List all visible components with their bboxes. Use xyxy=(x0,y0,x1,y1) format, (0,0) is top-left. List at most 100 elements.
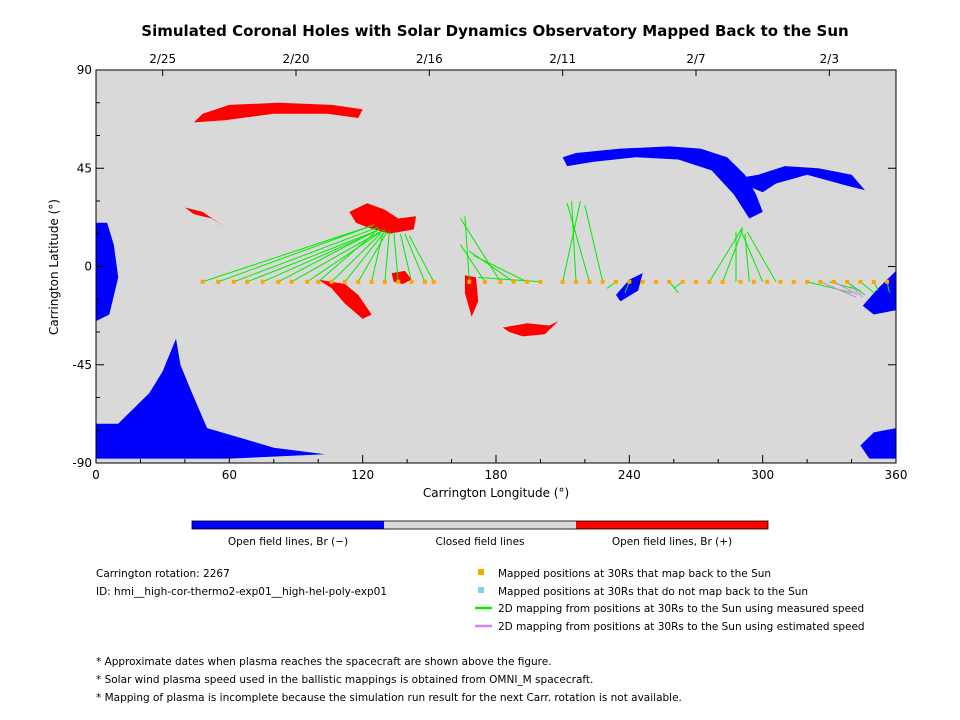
x-tick-label-0: 0 xyxy=(92,468,100,482)
legend-symbol-mapped xyxy=(478,569,484,575)
x-axis-ticks: 0 60 120 180 240 300 360 xyxy=(92,455,907,482)
mapped-point-31 xyxy=(654,279,658,284)
mapping-line-measured-0 xyxy=(202,224,374,283)
mapping-line-measured-24 xyxy=(562,200,581,282)
mapping-line-measured-33 xyxy=(722,229,744,282)
mapped-point-38 xyxy=(751,279,756,284)
y-tick-label-4: -90 xyxy=(72,456,92,470)
coronal-hole-negative-6 xyxy=(616,273,643,302)
mapped-point-39 xyxy=(765,279,770,284)
mapped-point-32 xyxy=(667,279,672,284)
colorbar-frame xyxy=(191,520,769,530)
mapped-point-11 xyxy=(356,279,361,284)
mapped-point-27 xyxy=(600,279,605,284)
mapping-line-measured-12 xyxy=(371,233,384,282)
mapped-point-1 xyxy=(216,279,221,284)
coronal-hole-positive-10 xyxy=(184,207,225,228)
coronal-hole-positive-11 xyxy=(502,321,559,337)
mapped-point-12 xyxy=(369,279,374,284)
top-tick-label-3: 2/11 xyxy=(549,52,576,66)
mapping-line-measured-16 xyxy=(404,233,426,282)
mapped-point-23 xyxy=(538,279,543,284)
y-tick-label-2: 0 xyxy=(84,260,92,274)
mapped-point-36 xyxy=(720,279,725,284)
colorbar-closed xyxy=(384,521,576,529)
mapped-point-17 xyxy=(431,279,436,284)
mapping-line-estimated-1 xyxy=(833,281,859,296)
mapping-line-measured-7 xyxy=(306,228,386,283)
mapped-point-15 xyxy=(409,279,414,284)
mapping-line-estimated-2 xyxy=(846,281,864,298)
mapped-point-46 xyxy=(858,279,863,284)
coronal-hole-negative-5 xyxy=(860,428,896,459)
mapping-lines-estimated xyxy=(820,281,864,298)
colorbar-label-negative: Open field lines, Br (−) xyxy=(228,536,348,548)
mapping-line-measured-2 xyxy=(233,226,379,283)
mapped-point-44 xyxy=(831,279,836,284)
coronal-hole-positive-12 xyxy=(464,275,479,317)
mapped-point-47 xyxy=(871,279,876,284)
mapped-point-10 xyxy=(342,279,347,284)
colorbar: Open field lines, Br (−) Closed field li… xyxy=(191,520,769,548)
colorbar-label-closed: Closed field lines xyxy=(435,536,524,548)
mapping-line-measured-23 xyxy=(478,276,541,283)
note-3: * Mapping of plasma is incomplete becaus… xyxy=(96,692,682,704)
mapped-point-21 xyxy=(511,279,516,284)
mapping-line-measured-38 xyxy=(806,281,852,294)
mapped-point-5 xyxy=(276,279,281,284)
mapped-point-45 xyxy=(845,279,850,284)
top-tick-label-0: 2/25 xyxy=(149,52,176,66)
mapped-point-6 xyxy=(289,279,294,284)
mapped-point-2 xyxy=(231,279,236,284)
mapped-positions xyxy=(200,279,890,284)
y-tick-label-3: -45 xyxy=(72,358,92,372)
mapping-line-measured-9 xyxy=(331,233,381,283)
coronal-hole-negative-1 xyxy=(731,166,865,193)
y-axis-label: Carrington Latitude (°) xyxy=(47,199,61,335)
x-tick-label-1: 60 xyxy=(222,468,237,482)
mapping-line-measured-11 xyxy=(357,231,388,283)
y-tick-label-1: 45 xyxy=(77,161,92,175)
colorbar-positive xyxy=(576,521,768,529)
mapping-line-measured-32 xyxy=(708,226,744,283)
legend-label-unmapped: Mapped positions at 30Rs that do not map… xyxy=(498,586,808,598)
mapping-line-estimated-0 xyxy=(820,281,857,298)
legend-label-estimated: 2D mapping from positions at 30Rs to the… xyxy=(498,621,865,633)
mapping-line-measured-20 xyxy=(460,218,501,283)
x-tick-label-6: 360 xyxy=(885,468,908,482)
coronal-hole-positive-8 xyxy=(349,203,416,234)
mapped-point-0 xyxy=(200,279,205,284)
colorbar-negative xyxy=(192,521,384,529)
y-tick-label-0: 90 xyxy=(77,63,92,77)
mapped-point-7 xyxy=(305,279,310,284)
mapping-line-measured-41 xyxy=(860,281,875,294)
mapped-point-3 xyxy=(245,279,250,284)
chart-title: Simulated Coronal Holes with Solar Dynam… xyxy=(141,22,848,40)
mapping-line-measured-22 xyxy=(473,255,528,283)
top-tick-label-5: 2/3 xyxy=(820,52,839,66)
mapped-point-19 xyxy=(482,279,487,284)
x-tick-label-5: 300 xyxy=(751,468,774,482)
mapping-line-measured-15 xyxy=(399,233,413,282)
mapped-point-14 xyxy=(396,279,401,284)
mapped-point-40 xyxy=(778,279,783,284)
legend-label-mapped: Mapped positions at 30Rs that map back t… xyxy=(498,568,771,580)
mapping-line-measured-21 xyxy=(469,250,515,283)
mapped-point-4 xyxy=(260,279,265,284)
mapping-line-measured-26 xyxy=(566,203,590,282)
run-id: ID: hmi__high-cor-thermo2-exp01__high-he… xyxy=(96,586,387,598)
mapped-point-43 xyxy=(818,279,823,284)
mapping-line-measured-19 xyxy=(460,244,486,283)
mapped-point-48 xyxy=(885,279,890,284)
colorbar-label-positive: Open field lines, Br (+) xyxy=(612,536,732,548)
mapping-line-measured-6 xyxy=(291,231,381,283)
top-tick-label-1: 2/20 xyxy=(283,52,310,66)
mapping-line-measured-8 xyxy=(317,233,375,283)
note-2: * Solar wind plasma speed used in the ba… xyxy=(96,674,593,686)
mapped-point-37 xyxy=(738,279,743,284)
coronal-hole-negative-3 xyxy=(96,222,119,322)
mapped-point-35 xyxy=(707,279,712,284)
mapped-point-16 xyxy=(422,279,427,284)
mapped-point-29 xyxy=(627,279,632,284)
